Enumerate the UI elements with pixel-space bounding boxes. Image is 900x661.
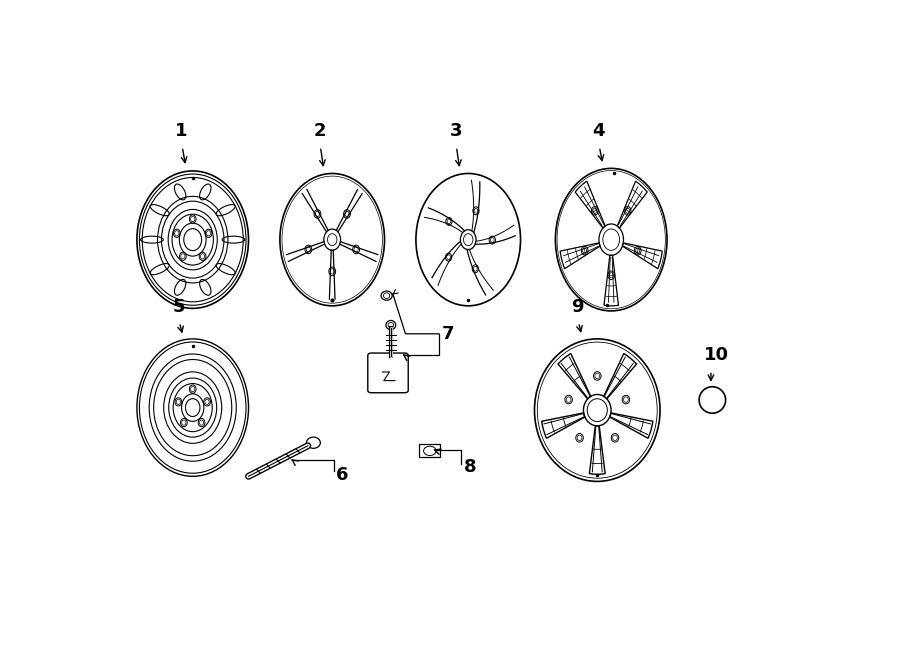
Text: 10: 10 [704, 346, 729, 364]
Ellipse shape [306, 437, 320, 448]
Ellipse shape [386, 321, 396, 330]
Ellipse shape [381, 291, 392, 300]
Text: 3: 3 [449, 122, 462, 140]
Text: 2: 2 [313, 122, 326, 140]
Text: 5: 5 [173, 298, 185, 316]
Text: 6: 6 [336, 466, 348, 485]
Text: 9: 9 [572, 298, 584, 316]
Bar [419, 444, 440, 457]
FancyBboxPatch shape [368, 353, 409, 393]
Text: 4: 4 [592, 122, 605, 140]
Text: 7: 7 [442, 325, 454, 343]
Ellipse shape [583, 395, 611, 426]
Text: 8: 8 [464, 458, 477, 476]
Ellipse shape [324, 229, 340, 251]
Ellipse shape [461, 230, 476, 250]
Ellipse shape [598, 224, 624, 255]
Text: 1: 1 [176, 122, 188, 140]
